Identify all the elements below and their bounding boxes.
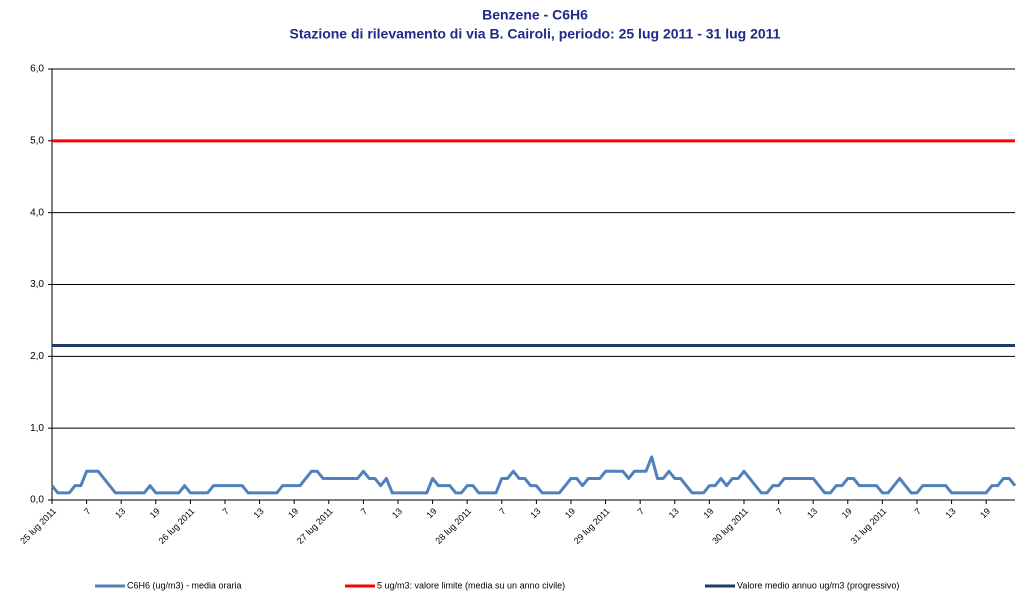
x-tick-label: 7: [774, 506, 785, 517]
x-tick-label: 31 lug 2011: [849, 506, 889, 546]
x-tick-label: 13: [528, 506, 542, 520]
y-tick-label: 3,0: [30, 279, 44, 290]
y-tick-label: 1,0: [30, 423, 44, 434]
legend-label: Valore medio annuo ug/m3 (progressivo): [737, 580, 899, 590]
y-tick-label: 6,0: [30, 64, 44, 75]
x-tick-label: 29 lug 2011: [572, 506, 612, 546]
x-tick-label: 19: [425, 506, 439, 520]
x-tick-label: 19: [840, 506, 854, 520]
x-tick-label: 25 lug 2011: [18, 506, 58, 546]
x-tick-label: 13: [805, 506, 819, 520]
x-tick-label: 19: [701, 506, 715, 520]
x-tick-label: 7: [912, 506, 923, 517]
x-tick-label: 7: [82, 506, 93, 517]
x-tick-label: 13: [390, 506, 404, 520]
legend-label: C6H6 (ug/m3) - media oraria: [127, 580, 242, 590]
x-tick-label: 13: [944, 506, 958, 520]
x-tick-label: 27 lug 2011: [295, 506, 335, 546]
x-tick-label: 28 lug 2011: [433, 506, 473, 546]
data-line: [50, 455, 1017, 495]
y-tick-label: 2,0: [30, 351, 44, 362]
y-tick-label: 0,0: [30, 495, 44, 506]
x-tick-label: 7: [497, 506, 508, 517]
x-tick-label: 13: [113, 506, 127, 520]
x-tick-label: 19: [978, 506, 992, 520]
x-tick-label: 13: [252, 506, 266, 520]
legend-label: 5 ug/m3: valore limite (media su un anno…: [377, 580, 565, 590]
x-tick-label: 13: [667, 506, 681, 520]
chart-title: Benzene - C6H6: [482, 7, 588, 23]
y-tick-label: 5,0: [30, 135, 44, 146]
chart-subtitle: Stazione di rilevamento di via B. Cairol…: [290, 26, 781, 42]
y-tick-label: 4,0: [30, 207, 44, 218]
x-tick-label: 7: [636, 506, 647, 517]
x-tick-label: 7: [220, 506, 231, 517]
x-tick-label: 19: [286, 506, 300, 520]
x-tick-label: 7: [359, 506, 370, 517]
x-tick-label: 19: [563, 506, 577, 520]
x-tick-label: 19: [148, 506, 162, 520]
x-tick-label: 26 lug 2011: [157, 506, 197, 546]
x-tick-label: 30 lug 2011: [710, 506, 750, 546]
